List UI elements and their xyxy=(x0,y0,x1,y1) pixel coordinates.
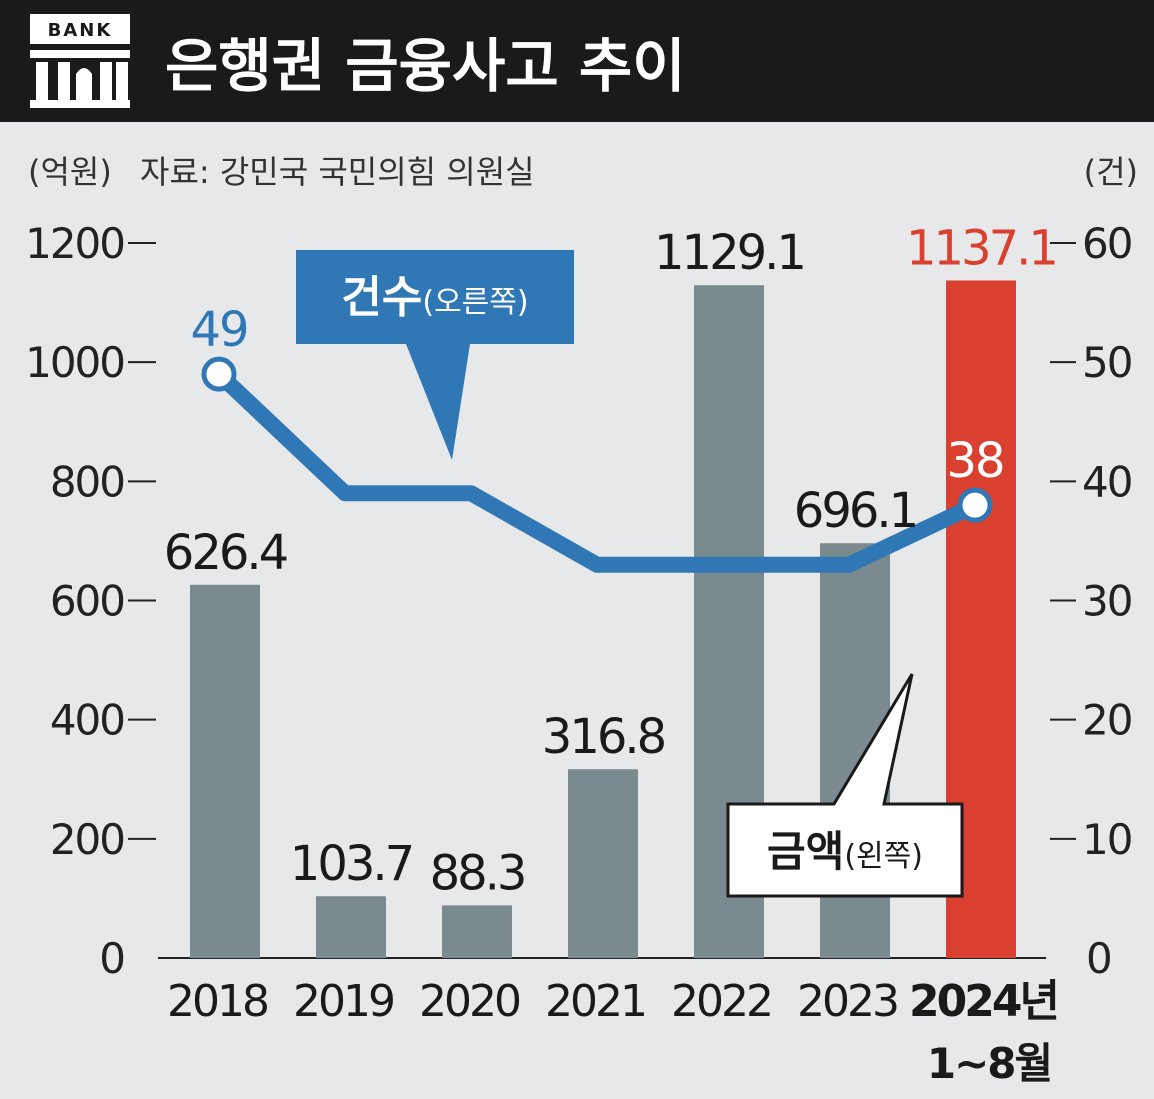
bank-logo-icon: BANK xyxy=(30,14,130,110)
count-point xyxy=(957,487,993,523)
x-tick-label: 2024년 xyxy=(909,976,1057,1027)
legend-count-label: 건수 xyxy=(341,272,422,323)
count-value-label: 49 xyxy=(190,302,247,358)
x-tick-label: 2018 xyxy=(167,976,267,1027)
x-tick-label: 2023 xyxy=(797,976,897,1027)
left-tick-label: 400 xyxy=(50,696,124,745)
count-line xyxy=(211,366,983,573)
header-bar xyxy=(0,0,1154,122)
bar-value-label: 696.1 xyxy=(794,483,916,539)
left-tick-label: 1000 xyxy=(25,338,124,387)
bar-2018 xyxy=(190,584,260,958)
legend-amount-callout: 금액(왼쪽) xyxy=(726,673,964,898)
bar-value-label: 88.3 xyxy=(430,845,525,901)
legend-amount-axis: (왼쪽) xyxy=(844,839,923,874)
bank-logo-text: BANK xyxy=(48,20,113,41)
source-label: 자료: 강민국 국민의힘 의원실 xyxy=(140,153,535,191)
right-tick-label: 50 xyxy=(1082,338,1131,387)
x-tick-label: 2022 xyxy=(671,976,771,1027)
left-tick-label: 800 xyxy=(50,457,124,506)
bar-value-label: 316.8 xyxy=(542,709,665,765)
left-tick-label: 200 xyxy=(50,815,124,864)
axes: 0 200 400 600 800 1000 1200 0 10 20 30 40 50 60 xyxy=(25,219,1133,983)
left-tick-label: 600 xyxy=(50,577,124,626)
right-tick-label: 10 xyxy=(1082,815,1131,864)
left-axis-unit: (억원) xyxy=(28,153,112,191)
x-tick-label: 2021 xyxy=(545,976,645,1027)
legend-count-callout: 건수(오른쪽) xyxy=(296,250,574,460)
right-tick-label: 60 xyxy=(1082,219,1131,268)
right-tick-label: 20 xyxy=(1082,696,1131,745)
left-tick-label: 0 xyxy=(99,934,124,983)
bar-value-label: 1129.1 xyxy=(654,225,804,281)
page-title: 은행권 금융사고 추이 xyxy=(165,32,686,100)
bar-2019 xyxy=(316,896,386,958)
legend-amount-label: 금액 xyxy=(767,827,844,876)
bar-2020 xyxy=(442,905,512,958)
right-axis-unit: (건) xyxy=(1084,153,1138,191)
right-tick-label: 40 xyxy=(1082,457,1131,506)
bar-value-label: 1137.1 xyxy=(906,220,1056,276)
count-value-label: 38 xyxy=(946,433,1003,489)
x-tick-label: 2020 xyxy=(419,976,520,1027)
bar-value-label: 103.7 xyxy=(290,836,412,892)
left-tick-label: 1200 xyxy=(25,219,124,268)
right-tick-label: 0 xyxy=(1086,934,1111,983)
x-tick-sublabel: 1~8월 xyxy=(927,1039,1051,1088)
line-series xyxy=(201,356,993,573)
bar-2021 xyxy=(568,769,638,958)
x-axis-labels: 2018 2019 2020 2021 2022 2023 2024년 1~8월 xyxy=(167,976,1060,1088)
legend-count-axis: (오른쪽) xyxy=(422,285,528,320)
svg-text:건수(오른쪽): 건수(오른쪽) xyxy=(341,272,528,323)
right-tick-label: 30 xyxy=(1082,577,1131,626)
count-point xyxy=(201,356,237,392)
data-labels: 626.4 103.7 88.3 316.8 1129.1 696.1 1137.1 49 38 xyxy=(164,220,1059,901)
svg-text:금액(왼쪽): 금액(왼쪽) xyxy=(767,827,923,876)
x-tick-label: 2019 xyxy=(293,976,393,1027)
bar-value-label: 626.4 xyxy=(164,525,287,581)
